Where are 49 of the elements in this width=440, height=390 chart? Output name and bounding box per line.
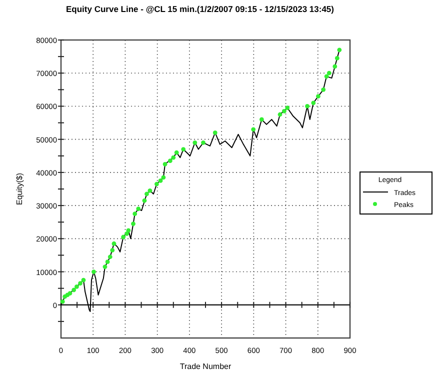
point: [136, 206, 141, 212]
point: [212, 130, 218, 135]
point: [68, 291, 72, 296]
point: [102, 264, 108, 270]
y-axis-title: Equity($): [15, 172, 24, 206]
point: [282, 108, 286, 114]
point: [337, 48, 342, 52]
point: [181, 147, 186, 152]
chart-title: Equity Curve Line - @CL 15 min.(1/2/2007 09:15 - 12/15/2023 13:45): [66, 4, 334, 14]
point: [126, 228, 131, 233]
point: [168, 158, 172, 164]
point: [92, 270, 96, 274]
point: [74, 284, 79, 289]
point: [251, 127, 256, 132]
point: [305, 104, 310, 108]
point: [278, 112, 282, 117]
point: [144, 192, 149, 196]
point: [192, 140, 198, 145]
point: [142, 198, 147, 203]
point: [162, 162, 168, 166]
point: [259, 117, 264, 122]
point: [201, 140, 206, 145]
point: [161, 175, 166, 180]
point: [316, 94, 320, 98]
point: [174, 150, 179, 155]
point: [154, 182, 159, 186]
point: [324, 74, 329, 79]
point: [131, 222, 136, 226]
point: [132, 212, 138, 216]
point: [158, 178, 163, 183]
point: [78, 281, 82, 286]
point: [148, 188, 152, 193]
point: [121, 234, 126, 240]
x-axis-title: Trade Number: [180, 362, 232, 371]
point: [108, 254, 112, 260]
point: [72, 288, 76, 292]
point: [332, 64, 338, 69]
point: [285, 106, 290, 110]
point: [105, 260, 110, 264]
point: [326, 70, 332, 76]
point: [60, 299, 65, 304]
point: [321, 87, 326, 92]
point: [124, 232, 130, 236]
point: [311, 100, 316, 106]
point: [112, 241, 116, 246]
point: [171, 155, 176, 160]
point: [334, 56, 340, 60]
point: [81, 278, 86, 282]
point: [110, 248, 115, 252]
